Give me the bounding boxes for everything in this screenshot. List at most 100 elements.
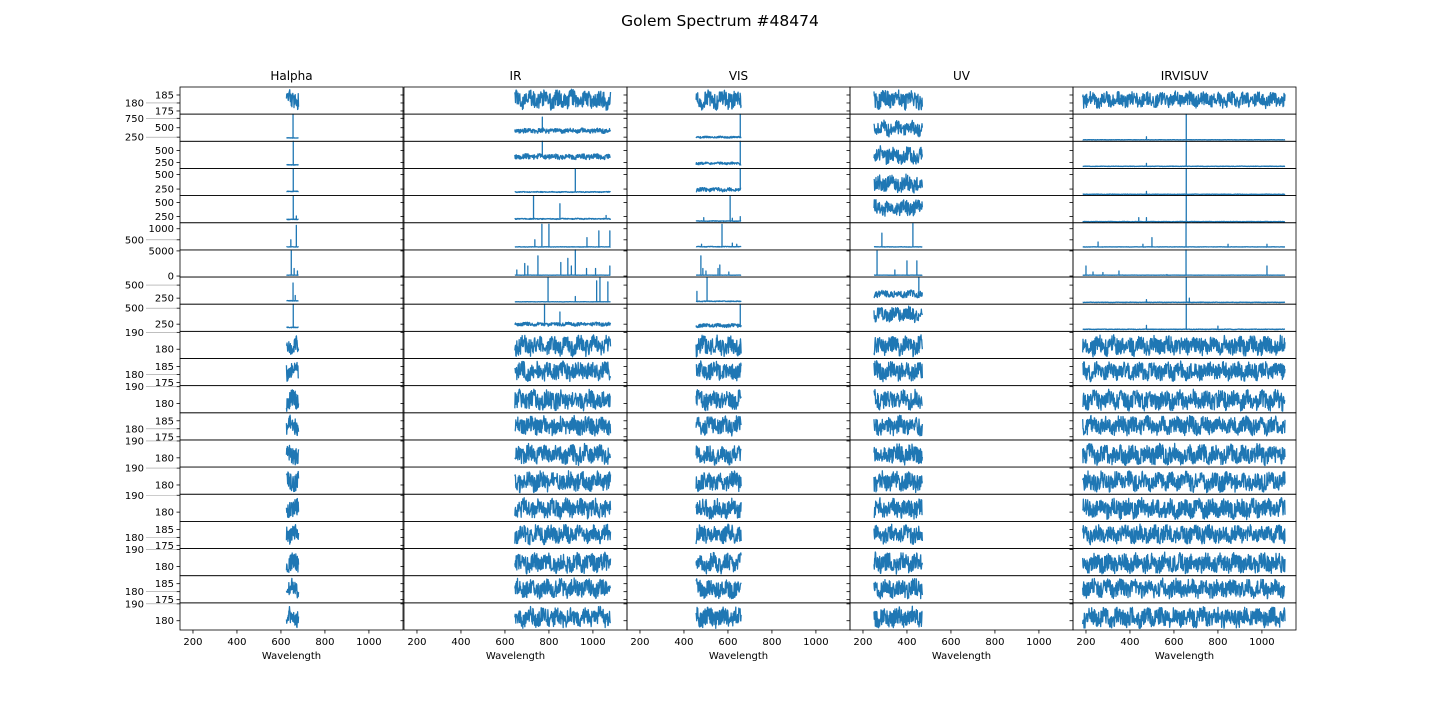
x-axis-label: Wavelength	[1155, 651, 1214, 662]
spectrum-line	[1082, 195, 1286, 223]
axes-frame	[1072, 168, 1297, 196]
y-tick-label: 1000	[149, 224, 174, 235]
subplot-uv-row-17	[846, 521, 1074, 549]
subplot-halpha-row-10: 190 180	[125, 328, 404, 359]
spectrum-line	[514, 334, 612, 358]
subplot-ir-row-15	[400, 466, 628, 495]
y-tick-label: 190	[125, 436, 144, 447]
x-axis-label: Wavelength	[932, 651, 991, 662]
y-tick-label: 5000	[149, 246, 174, 257]
subplot-halpha-row-16: 190 180	[125, 491, 404, 522]
x-tick-label: 600	[271, 637, 290, 648]
spectrum-line	[514, 360, 612, 382]
spectrum-line	[695, 255, 742, 276]
y-tick-label: 250	[155, 158, 174, 169]
spectrum-line	[695, 523, 742, 545]
y-tick-label: 190	[125, 491, 144, 502]
spectrum-line	[695, 497, 742, 520]
y-tick-label: 180	[155, 480, 174, 491]
subplot-irvisuv-row-18	[1069, 548, 1297, 577]
axes-frame	[179, 222, 404, 251]
y-tick-label: 250	[155, 212, 174, 223]
spectrum-line	[514, 277, 611, 303]
spectrum-line	[695, 551, 742, 575]
axes-frame	[849, 222, 1074, 251]
subplot-vis-row-4	[623, 167, 851, 196]
y-tick-label: 175	[155, 378, 174, 389]
y-tick-label: 190	[125, 545, 144, 556]
y-tick-label: 180	[125, 424, 144, 435]
spectrum-line	[1082, 414, 1286, 437]
subplot-halpha-row-8: 500 250	[125, 276, 404, 305]
y-tick-label: 175	[155, 595, 174, 606]
subplot-uv-row-1	[846, 86, 1074, 115]
spectrum-line	[285, 605, 300, 629]
spectrum-line	[1082, 167, 1286, 196]
spectrum-line	[286, 140, 299, 166]
spectrum-line	[695, 167, 742, 193]
subplot-irvisuv-row-17	[1069, 521, 1297, 549]
subplot-vis-row-8	[623, 276, 851, 305]
y-tick-label: 180	[155, 508, 174, 519]
spectrum-line	[514, 249, 611, 276]
subplot-ir-row-9	[400, 303, 628, 332]
axes-frame	[403, 303, 628, 332]
subplot-ir-row-10	[400, 330, 628, 359]
subplot-uv-row-5	[846, 195, 1074, 224]
spectrum-line	[873, 145, 923, 166]
axes-frame	[626, 140, 851, 169]
spectrum-line	[285, 414, 300, 437]
axes-frame	[1072, 276, 1297, 305]
spectrum-line	[285, 552, 300, 574]
subplot-halpha-row-20: 190 180 200 400 600 800 1000 Wavelength	[125, 599, 404, 662]
subplot-uv-row-6	[846, 222, 1074, 251]
subplot-vis-row-18	[623, 548, 851, 577]
spectrum-line	[514, 388, 611, 412]
axes-frame	[403, 113, 628, 142]
x-tick-label: 600	[718, 637, 737, 648]
spectrum-line	[873, 173, 923, 194]
y-tick-label: 250	[155, 294, 174, 305]
column-title: IR	[510, 69, 522, 83]
spectrum-line	[1082, 606, 1286, 630]
spectrum-line	[285, 470, 300, 493]
spectrum-line	[514, 140, 612, 161]
spectrum-line	[285, 577, 300, 599]
subplot-halpha-row-12: 190 180	[125, 382, 404, 414]
axes-frame	[179, 412, 404, 441]
x-tick-label: 800	[762, 637, 781, 648]
subplot-irvisuv-row-11	[1069, 358, 1297, 387]
column-title: IRVISUV	[1161, 69, 1209, 83]
y-tick-label: 750	[125, 114, 144, 125]
x-tick-label: 400	[897, 637, 916, 648]
subplot-ir-row-8	[400, 276, 628, 305]
x-tick-label: 1000	[1026, 637, 1051, 648]
spectrum-line	[286, 303, 299, 329]
spectrum-line	[514, 470, 612, 494]
subplot-halpha-row-9: 500 250	[125, 303, 404, 332]
spectrum-line	[285, 389, 300, 412]
spectrum-line	[695, 470, 742, 493]
y-tick-label: 250	[155, 185, 174, 196]
x-tick-label: 800	[315, 637, 334, 648]
subplot-irvisuv-row-20: 200 400 600 800 1000 Wavelength	[1069, 602, 1297, 662]
axes-frame	[179, 330, 404, 359]
y-tick-label: 500	[125, 281, 144, 292]
y-tick-label: 250	[125, 133, 144, 144]
x-axis-label: Wavelength	[486, 651, 545, 662]
spectrum-line	[1082, 442, 1286, 467]
spectrum-line	[695, 334, 742, 358]
x-tick-label: 600	[941, 637, 960, 648]
spectrum-line	[514, 88, 612, 111]
spectrum-line	[1082, 276, 1286, 304]
x-tick-label: 400	[227, 637, 246, 648]
spectrum-line	[1082, 360, 1286, 383]
y-tick-label: 180	[155, 616, 174, 627]
spectrum-line	[514, 577, 612, 600]
spectrum-line	[873, 497, 923, 520]
y-tick-label: 190	[125, 382, 144, 393]
subplot-irvisuv-row-6	[1069, 222, 1297, 251]
spectrum-line	[695, 360, 742, 382]
spectrum-line	[873, 334, 923, 358]
